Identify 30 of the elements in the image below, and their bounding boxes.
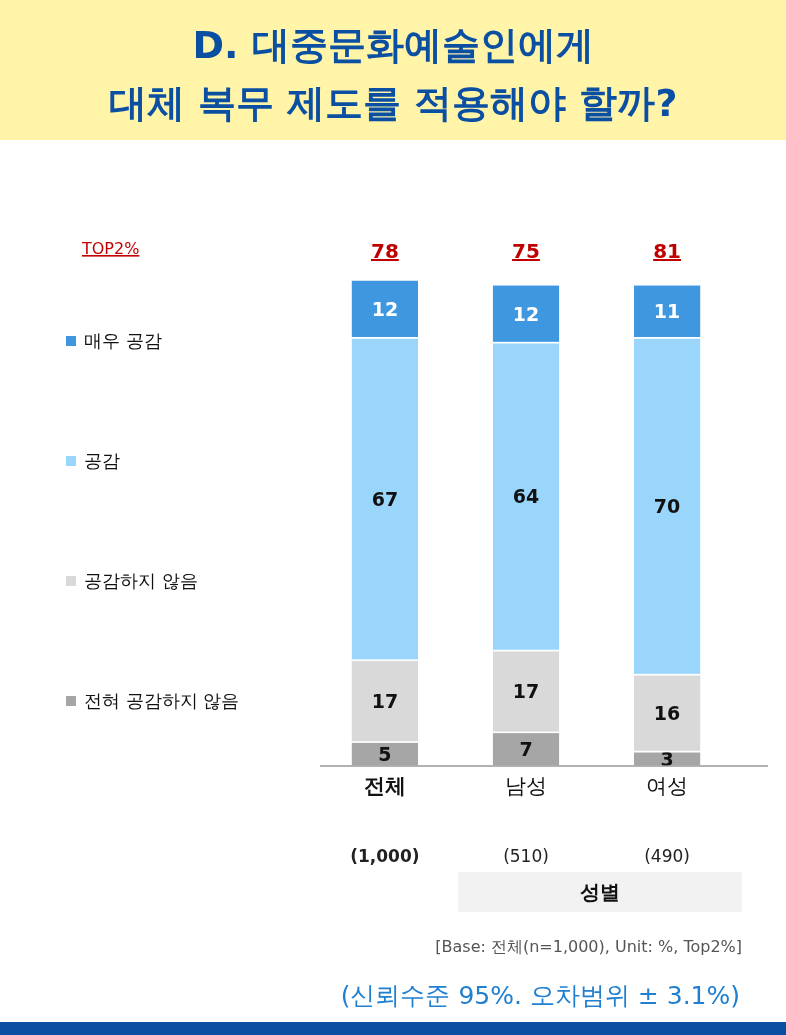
x-tick-label: 남성 <box>505 774 547 798</box>
text: (신뢰수준 95%. 오차범위 ± 3.1%) <box>340 981 740 1010</box>
data-label: 64 <box>512 485 540 508</box>
data-label: 17 <box>512 680 540 703</box>
text: (490) <box>644 846 690 866</box>
data-label: 70 <box>653 495 681 517</box>
data-label: 12 <box>512 302 540 325</box>
x-tick-label: 전체 <box>363 774 406 798</box>
text: 78 <box>370 239 399 263</box>
text: 성별 <box>580 880 620 904</box>
data-label: 17 <box>371 689 399 712</box>
data-label: 7 <box>519 738 533 760</box>
text: 75 <box>512 239 540 263</box>
data-label: 67 <box>371 487 399 510</box>
data-label: 11 <box>653 300 681 323</box>
legend-label: 공감하지 않음 <box>84 570 198 592</box>
chart-title: D. 대중문화예술인에게 대체 복무 제도를 적용해야 할까? <box>108 23 678 125</box>
text: TOP2% <box>81 239 140 258</box>
x-tick-label: 여성 <box>646 774 689 798</box>
data-label: 16 <box>653 701 681 724</box>
data-label: 12 <box>371 297 399 320</box>
text: 81 <box>653 239 682 263</box>
text: (510) <box>503 846 549 866</box>
legend-label: 전혀 공감하지 않음 <box>84 690 240 712</box>
legend-label: 공감 <box>84 450 120 472</box>
legend-label: 매우 공감 <box>84 330 162 352</box>
text: (1,000) <box>350 846 420 866</box>
text: [Base: 전체(n=1,000), Unit: %, Top2%] <box>435 937 742 956</box>
data-label: 3 <box>660 747 674 770</box>
data-label: 5 <box>378 742 392 765</box>
